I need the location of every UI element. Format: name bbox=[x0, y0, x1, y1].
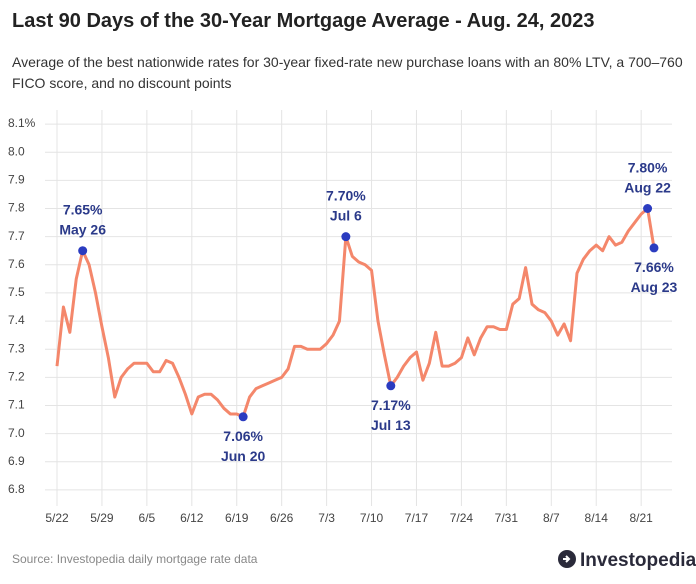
value-label: 7.17% bbox=[371, 397, 411, 413]
y-tick-label: 8.0 bbox=[8, 144, 25, 158]
date-label: Jun 20 bbox=[221, 448, 266, 464]
value-label: 7.06% bbox=[223, 428, 263, 444]
x-tick-label: 8/14 bbox=[585, 511, 609, 525]
x-tick-label: 6/5 bbox=[139, 511, 156, 525]
date-label: Jul 6 bbox=[330, 208, 362, 224]
y-tick-label: 7.7 bbox=[8, 229, 25, 243]
x-tick-label: 6/12 bbox=[180, 511, 204, 525]
point-marker bbox=[341, 232, 351, 242]
y-tick-label: 6.9 bbox=[8, 454, 25, 468]
rate-line bbox=[55, 207, 656, 419]
x-tick-label: 7/3 bbox=[318, 511, 335, 525]
point-marker bbox=[649, 243, 659, 253]
x-tick-label: 5/29 bbox=[90, 511, 114, 525]
y-tick-label: 7.4 bbox=[8, 313, 25, 327]
x-tick-label: 5/22 bbox=[45, 511, 69, 525]
x-tick-label: 7/10 bbox=[360, 511, 384, 525]
y-tick-label: 7.0 bbox=[8, 426, 25, 440]
grid bbox=[45, 110, 672, 506]
point-marker bbox=[78, 246, 88, 256]
y-tick-label: 7.1 bbox=[8, 398, 25, 412]
source-note: Source: Investopedia daily mortgage rate… bbox=[12, 552, 258, 566]
x-tick-label: 7/31 bbox=[495, 511, 519, 525]
y-tick-label: 7.8 bbox=[8, 201, 25, 215]
point-marker bbox=[643, 204, 653, 213]
logo-arrow bbox=[563, 555, 571, 563]
x-tick-label: 8/21 bbox=[629, 511, 653, 525]
y-tick-label: 8.1% bbox=[8, 116, 36, 130]
x-tick-label: 6/19 bbox=[225, 511, 249, 525]
date-label: Aug 22 bbox=[624, 180, 671, 196]
date-label: May 26 bbox=[59, 222, 106, 238]
chart-title: Last 90 Days of the 30-Year Mortgage Ave… bbox=[12, 10, 595, 32]
x-tick-label: 7/24 bbox=[450, 511, 474, 525]
y-tick-label: 7.6 bbox=[8, 257, 25, 271]
value-label: 7.66% bbox=[634, 259, 674, 275]
y-tick-label: 7.2 bbox=[8, 370, 25, 384]
point-marker bbox=[386, 381, 396, 391]
y-tick-label: 7.3 bbox=[8, 341, 25, 355]
date-label: Aug 23 bbox=[631, 279, 678, 295]
value-label: 7.65% bbox=[63, 202, 103, 218]
date-label: Jul 13 bbox=[371, 417, 411, 433]
brand-name: Investopedia bbox=[580, 550, 696, 571]
x-tick-label: 7/17 bbox=[405, 511, 429, 525]
y-tick-label: 7.9 bbox=[8, 173, 25, 187]
x-tick-label: 6/26 bbox=[270, 511, 294, 525]
value-label: 7.80% bbox=[628, 160, 668, 176]
x-tick-label: 8/7 bbox=[543, 511, 560, 525]
y-tick-label: 6.8 bbox=[8, 482, 25, 496]
chart-subtitle: Average of the best nationwide rates for… bbox=[12, 54, 683, 91]
brand-logo: Investopedia bbox=[558, 550, 696, 571]
value-label: 7.70% bbox=[326, 188, 366, 204]
y-tick-label: 7.5 bbox=[8, 285, 25, 299]
point-marker bbox=[238, 412, 248, 422]
